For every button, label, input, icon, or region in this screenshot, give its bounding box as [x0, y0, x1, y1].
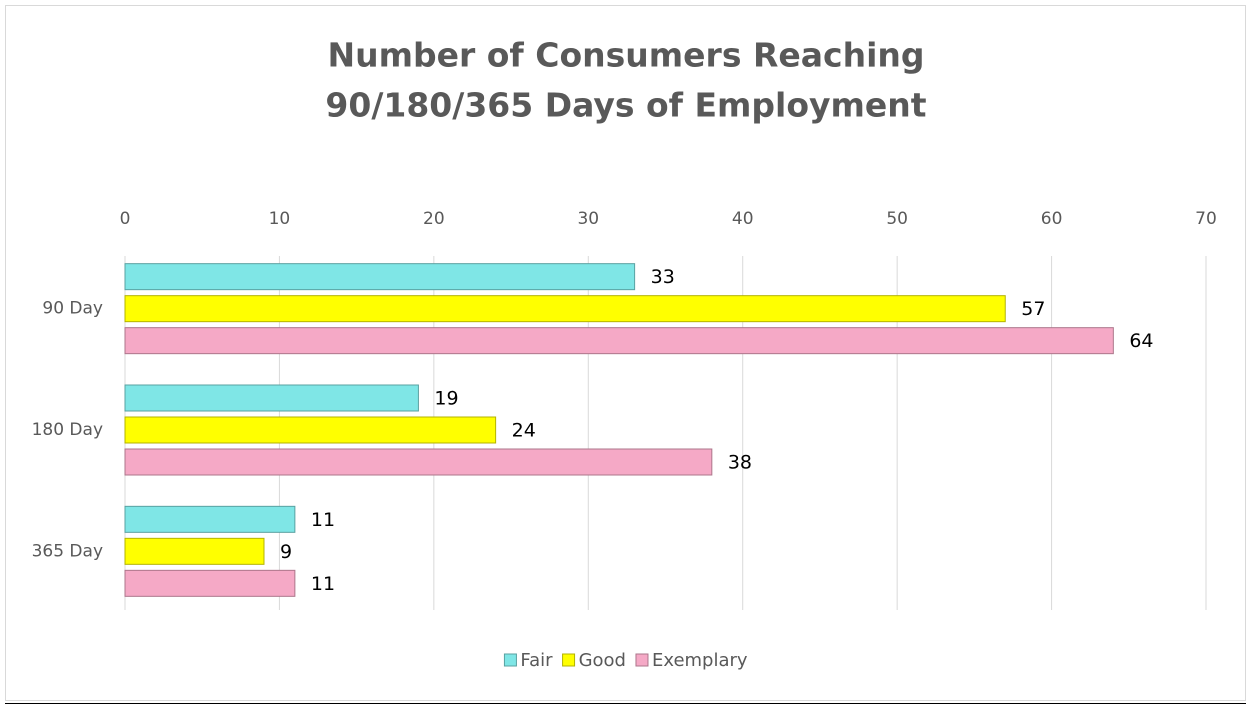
- value-label: 57: [1021, 298, 1045, 320]
- x-tick-label: 0: [120, 209, 131, 229]
- legend-swatch: [635, 653, 649, 667]
- value-label: 33: [651, 266, 675, 288]
- legend-label: Good: [579, 650, 626, 671]
- bar: [124, 569, 296, 597]
- value-label: 38: [728, 452, 752, 474]
- value-label: 9: [280, 541, 292, 563]
- y-tick-label: 90 Day: [42, 299, 103, 319]
- bar: [124, 416, 497, 444]
- bar: [124, 263, 636, 291]
- legend-swatch: [503, 653, 517, 667]
- chart-title: Number of Consumers Reaching: [327, 36, 924, 75]
- x-tick-label: 20: [423, 209, 445, 229]
- bar: [124, 448, 713, 476]
- value-label: 24: [512, 420, 536, 442]
- legend-swatch: [562, 653, 576, 667]
- legend-label: Exemplary: [652, 650, 748, 671]
- y-tick-label: 180 Day: [32, 420, 103, 440]
- bar: [124, 505, 296, 533]
- value-label: 64: [1129, 330, 1153, 352]
- x-tick-label: 10: [269, 209, 291, 229]
- bar: [124, 537, 265, 565]
- bar: [124, 295, 1006, 323]
- x-tick-label: 60: [1041, 209, 1063, 229]
- value-label: 11: [311, 573, 335, 595]
- bar: [124, 327, 1114, 355]
- x-tick-label: 40: [732, 209, 754, 229]
- x-tick-label: 70: [1195, 209, 1217, 229]
- bar: [124, 384, 419, 412]
- legend-label: Fair: [520, 650, 553, 671]
- value-label: 11: [311, 509, 335, 531]
- y-tick-label: 365 Day: [32, 541, 103, 561]
- x-tick-label: 30: [577, 209, 599, 229]
- value-label: 19: [434, 388, 458, 410]
- chart-title: 90/180/365 Days of Employment: [325, 86, 926, 125]
- x-tick-label: 50: [886, 209, 908, 229]
